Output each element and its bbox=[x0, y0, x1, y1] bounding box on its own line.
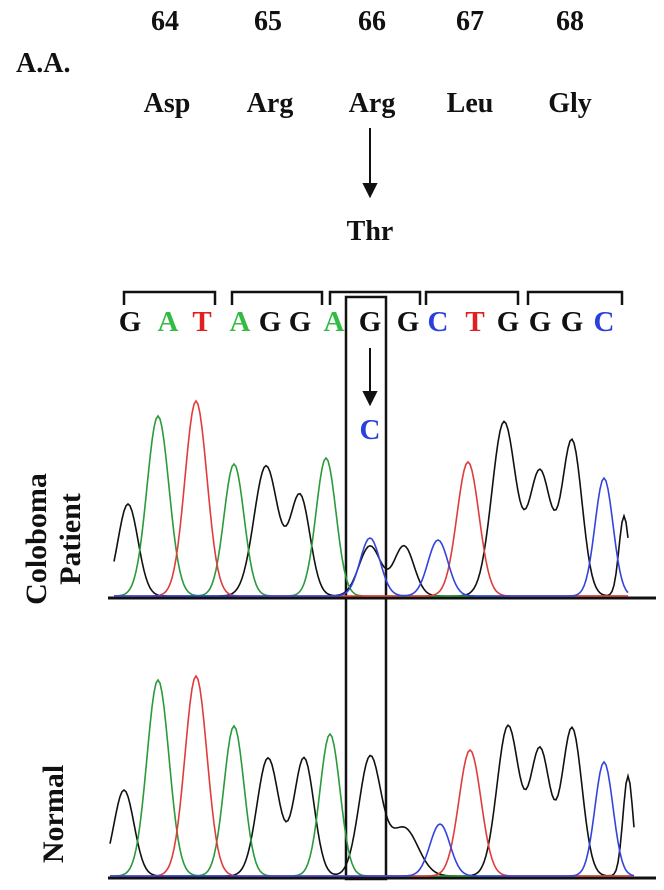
amino-acid-label-68: Gly bbox=[548, 88, 592, 119]
normalTrace-C-channel bbox=[110, 760, 635, 877]
position-label-64: 64 bbox=[151, 6, 179, 37]
mutant-amino-acid-label: Thr bbox=[346, 216, 394, 247]
sequence-base-5: G bbox=[258, 306, 282, 338]
aa-mutation-arrow bbox=[362, 128, 378, 199]
mutation-highlight-box bbox=[344, 295, 388, 881]
sequence-base-11: T bbox=[465, 306, 485, 338]
aa-header-label: A.A. bbox=[16, 48, 71, 79]
sequence-base-8: G bbox=[358, 306, 382, 338]
codon-bracket-65 bbox=[230, 290, 324, 305]
sequence-base-13: G bbox=[528, 306, 552, 338]
normalTrace-T-channel bbox=[110, 674, 634, 877]
sequence-base-4: A bbox=[229, 306, 251, 338]
mutant-base-label: C bbox=[359, 414, 381, 446]
base-mutation-arrow bbox=[362, 348, 378, 407]
patientTrace-C-channel bbox=[114, 476, 629, 597]
sequence-base-6: G bbox=[288, 306, 312, 338]
sequence-base-9: G bbox=[396, 306, 420, 338]
sequence-base-15: C bbox=[593, 306, 615, 338]
sequence-base-7: A bbox=[323, 306, 345, 338]
normalTrace-G-channel bbox=[109, 723, 635, 877]
sequence-base-3: T bbox=[192, 306, 212, 338]
sequence-base-2: A bbox=[157, 306, 179, 338]
patient-chromatogram bbox=[113, 399, 629, 597]
codon-bracket-64 bbox=[122, 290, 217, 305]
sequence-base-10: C bbox=[427, 306, 449, 338]
sequence-base-1: G bbox=[118, 306, 142, 338]
position-label-67: 67 bbox=[456, 6, 484, 37]
amino-acid-label-65: Arg bbox=[246, 88, 294, 119]
codon-bracket-68 bbox=[526, 290, 624, 305]
codon-bracket-66 bbox=[328, 290, 422, 305]
patientTrace-T-channel bbox=[114, 399, 628, 597]
amino-acid-label-64: Asp bbox=[143, 88, 191, 119]
normal-chromatogram bbox=[109, 674, 635, 877]
patientTrace-A-channel bbox=[114, 414, 628, 597]
patientTrace-G-channel bbox=[113, 420, 629, 597]
amino-acid-label-67: Leu bbox=[446, 88, 494, 119]
sequence-base-14: G bbox=[560, 306, 584, 338]
position-label-65: 65 bbox=[254, 6, 282, 37]
sequence-base-12: G bbox=[496, 306, 520, 338]
codon-brackets bbox=[122, 290, 624, 305]
amino-acid-label-66: Arg bbox=[348, 88, 396, 119]
position-label-68: 68 bbox=[556, 6, 584, 37]
position-label-66: 66 bbox=[358, 6, 386, 37]
codon-bracket-67 bbox=[424, 290, 520, 305]
